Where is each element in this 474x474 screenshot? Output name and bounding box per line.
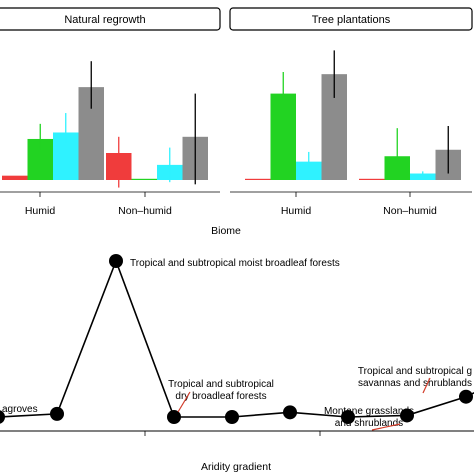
annotation-label: Montane grasslands and shrublands bbox=[324, 406, 414, 429]
panel-strip bbox=[229, 7, 473, 31]
annotation-leader bbox=[371, 423, 401, 431]
tick-label: Humid bbox=[281, 205, 312, 217]
data-point bbox=[109, 254, 123, 268]
tick-label: Non–humid bbox=[118, 205, 172, 217]
bar bbox=[245, 178, 271, 180]
data-point bbox=[50, 406, 64, 421]
bar bbox=[2, 175, 28, 180]
bar bbox=[296, 161, 322, 180]
panel-strip bbox=[0, 7, 221, 31]
tick-label: Humid bbox=[25, 205, 56, 217]
series-line bbox=[0, 258, 474, 418]
data-point bbox=[459, 389, 473, 404]
data-point bbox=[341, 410, 355, 424]
line-chart-xlabel: Aridity gradient bbox=[201, 461, 271, 473]
bar bbox=[410, 173, 436, 180]
annotation-label: Tropical and subtropical moist broadleaf… bbox=[130, 258, 340, 269]
annotation-leader bbox=[177, 391, 191, 413]
bar-chart: Natural regrowth Humid Non–humid Tree plant… bbox=[0, 7, 473, 217]
bar bbox=[359, 178, 385, 180]
annotation-label: Tropical and subtropical g savannas and s… bbox=[358, 366, 472, 389]
annotation-leader bbox=[422, 377, 431, 394]
annotation-label: Tropical and subtropical dry broadleaf fo… bbox=[168, 379, 274, 402]
data-point bbox=[0, 410, 5, 424]
bar bbox=[131, 178, 157, 180]
data-point bbox=[283, 405, 297, 420]
data-point bbox=[225, 410, 239, 424]
tick-label: Non–humid bbox=[383, 205, 437, 217]
annotation-label: agroves bbox=[2, 404, 38, 415]
panel-title: Natural regrowth bbox=[64, 14, 145, 26]
data-point bbox=[400, 408, 414, 423]
data-point bbox=[167, 410, 181, 424]
line-chart: agroves Tropical and subtropical moist br… bbox=[0, 254, 474, 436]
bar-chart-xlabel: Biome bbox=[211, 225, 241, 237]
panel-title: Tree plantations bbox=[312, 14, 391, 26]
